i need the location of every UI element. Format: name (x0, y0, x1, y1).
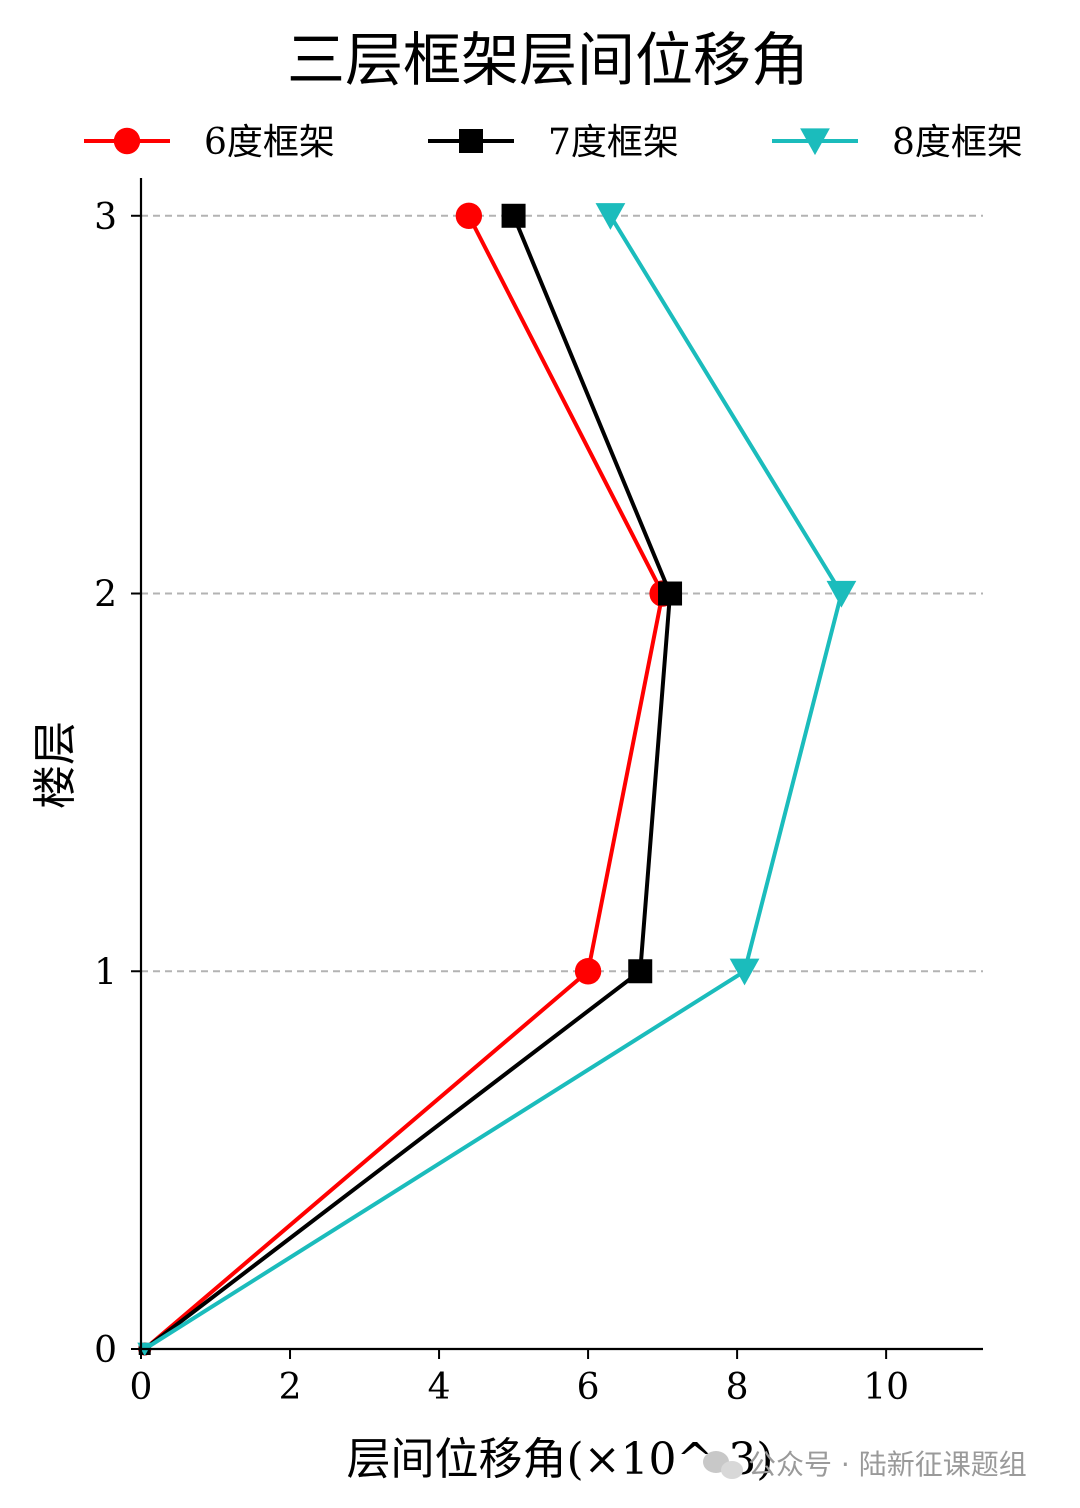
y-axis-label: 楼层 (30, 721, 81, 809)
watermark-text: 公众号 · 陆新征课题组 (748, 1448, 1027, 1481)
data-point-s3-1 (729, 958, 760, 986)
data-point-s1-1 (574, 958, 602, 985)
x-axis-label: 层间位移角(×10^-3) (347, 1434, 774, 1485)
series-layer (137, 202, 857, 1357)
legend-marker-3 (800, 128, 830, 156)
data-point-s3-3 (595, 203, 626, 230)
x-tick-label-4: 4 (428, 1367, 451, 1408)
legend-marker-1 (113, 127, 141, 155)
legend-label-3: 8度框架 (892, 122, 1023, 163)
data-point-s2-3 (501, 203, 526, 228)
axes: 0 2 4 6 8 10 0 1 2 3 (94, 178, 983, 1408)
x-tick-label-0: 0 (130, 1367, 153, 1408)
data-point-s2-1 (628, 959, 653, 984)
data-point-s1-3 (455, 202, 483, 229)
data-point-s2-2 (658, 581, 683, 606)
series-line-1 (143, 214, 665, 1351)
x-tick-label-2: 2 (279, 1367, 302, 1408)
series-line-3 (143, 214, 844, 1351)
x-tick-label-8: 8 (726, 1367, 749, 1408)
legend-marker-2 (459, 129, 483, 153)
y-tick-label-3: 3 (94, 197, 117, 238)
chart-title: 三层框架层间位移角 (287, 26, 809, 94)
wechat-icon (703, 1451, 743, 1479)
legend-label-1: 6度框架 (204, 122, 335, 163)
y-tick-label-0: 0 (94, 1330, 117, 1371)
y-tick-label-2: 2 (94, 575, 117, 616)
legend-label-2: 7度框架 (548, 122, 679, 163)
legend: 6度框架 7度框架 8度框架 (84, 122, 1023, 163)
series-line-2 (143, 215, 673, 1351)
data-point-s3-2 (826, 580, 857, 608)
watermark: 公众号 · 陆新征课题组 (703, 1448, 1027, 1481)
x-tick-label-6: 6 (577, 1367, 600, 1408)
x-tick-label-10: 10 (863, 1367, 909, 1408)
y-tick-label-1: 1 (94, 952, 117, 993)
